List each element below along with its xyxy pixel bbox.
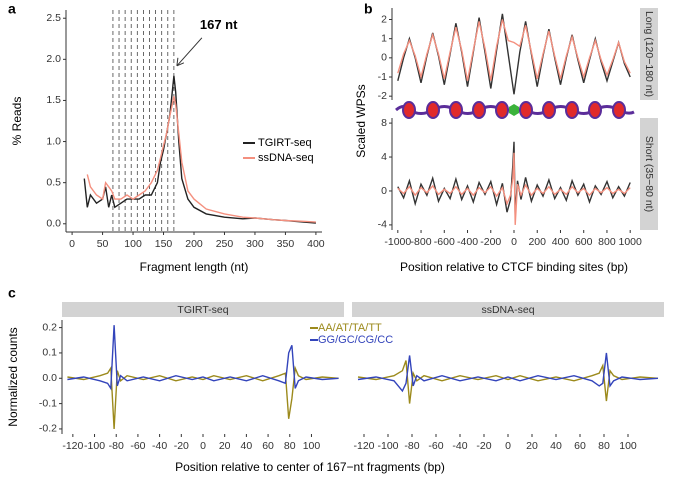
y-tick-label: -0.1 bbox=[39, 397, 57, 409]
facet-label: ssDNA-seq bbox=[481, 304, 534, 316]
y-tick-label: -0.2 bbox=[39, 423, 57, 435]
y-tick-label: 2 bbox=[381, 13, 387, 25]
y-tick-label: -4 bbox=[378, 219, 387, 231]
y-axis-title: Normalized counts bbox=[6, 327, 20, 426]
facet-label: Long (120−180 nt) bbox=[643, 11, 655, 97]
x-tick-label: 40 bbox=[550, 440, 562, 452]
x-tick-label: -60 bbox=[428, 440, 443, 452]
y-tick-label: 4 bbox=[381, 151, 387, 163]
x-tick-label: 600 bbox=[575, 236, 593, 248]
arrow-head bbox=[176, 57, 185, 67]
x-tick-label: -600 bbox=[434, 236, 455, 248]
x-tick-label: 800 bbox=[598, 236, 616, 248]
data-line bbox=[67, 325, 339, 391]
y-tick-label: 2.5 bbox=[46, 12, 61, 24]
x-tick-label: 0 bbox=[69, 238, 75, 250]
x-tick-label: 150 bbox=[155, 238, 173, 250]
x-tick-label: -1000 bbox=[384, 236, 411, 248]
y-tick-label: -1 bbox=[378, 71, 387, 83]
x-tick-label: 80 bbox=[284, 440, 296, 452]
y-tick-label: 1.5 bbox=[46, 94, 61, 106]
data-line bbox=[397, 13, 631, 95]
x-tick-label: 20 bbox=[219, 440, 231, 452]
x-tick-label: 100 bbox=[619, 440, 637, 452]
panel-label: b bbox=[364, 1, 373, 17]
facet-strip bbox=[640, 118, 658, 230]
x-tick-label: -20 bbox=[174, 440, 189, 452]
x-tick-label: 60 bbox=[574, 440, 586, 452]
y-tick-label: -2 bbox=[378, 90, 387, 102]
x-tick-label: -200 bbox=[480, 236, 501, 248]
x-tick-label: 1000 bbox=[619, 236, 643, 248]
x-tick-label: 40 bbox=[241, 440, 253, 452]
annotation: 167 nt bbox=[200, 17, 238, 32]
x-tick-label: 100 bbox=[303, 440, 321, 452]
x-tick-label: -120 bbox=[353, 440, 374, 452]
y-tick-label: 1.0 bbox=[46, 135, 61, 147]
x-tick-label: 200 bbox=[528, 236, 546, 248]
x-tick-label: -60 bbox=[130, 440, 145, 452]
y-tick-label: 8 bbox=[381, 117, 387, 129]
facet-strip bbox=[640, 8, 658, 100]
x-tick-label: -40 bbox=[152, 440, 167, 452]
x-tick-label: 400 bbox=[552, 236, 570, 248]
y-axis-title: % Reads bbox=[10, 97, 24, 146]
x-tick-label: -40 bbox=[452, 440, 467, 452]
x-tick-label: -80 bbox=[109, 440, 124, 452]
legend-label: ssDNA-seq bbox=[258, 152, 314, 164]
y-tick-label: 0.0 bbox=[46, 218, 61, 230]
x-tick-label: 400 bbox=[307, 238, 325, 250]
data-line bbox=[357, 352, 659, 393]
x-tick-label: -100 bbox=[377, 440, 398, 452]
y-tick-label: 0 bbox=[381, 185, 387, 197]
legend-label: TGIRT-seq bbox=[258, 137, 312, 149]
x-tick-label: 0 bbox=[511, 236, 517, 248]
y-tick-label: 1 bbox=[381, 32, 387, 44]
data-line bbox=[83, 75, 316, 224]
x-axis-title: Position relative to center of 167−nt fr… bbox=[175, 460, 445, 474]
x-tick-label: 50 bbox=[97, 238, 109, 250]
x-tick-label: 20 bbox=[526, 440, 538, 452]
x-tick-label: 200 bbox=[185, 238, 203, 250]
x-axis-title: Fragment length (nt) bbox=[140, 260, 249, 274]
y-tick-label: 0.1 bbox=[42, 347, 57, 359]
annotation-arrow bbox=[176, 37, 203, 67]
x-tick-label: -400 bbox=[457, 236, 478, 248]
x-tick-label: 80 bbox=[598, 440, 610, 452]
panel-label: c bbox=[8, 285, 16, 301]
data-line bbox=[86, 96, 316, 223]
x-tick-label: -100 bbox=[84, 440, 105, 452]
x-tick-label: -120 bbox=[62, 440, 83, 452]
x-tick-label: 100 bbox=[124, 238, 142, 250]
data-line bbox=[397, 19, 631, 81]
y-tick-label: 0.5 bbox=[46, 176, 61, 188]
data-line bbox=[397, 152, 631, 225]
x-axis-title: Position relative to CTCF binding sites … bbox=[400, 260, 628, 274]
x-tick-label: 0 bbox=[505, 440, 511, 452]
data-line bbox=[397, 141, 631, 215]
y-tick-label: 2.0 bbox=[46, 53, 61, 65]
x-tick-label: -800 bbox=[411, 236, 432, 248]
x-tick-label: 250 bbox=[216, 238, 234, 250]
x-tick-label: -80 bbox=[404, 440, 419, 452]
y-tick-label: 0.2 bbox=[42, 321, 57, 333]
facet-label: Short (35−80 nt) bbox=[643, 136, 655, 212]
x-tick-label: 60 bbox=[262, 440, 274, 452]
y-tick-label: 0 bbox=[381, 52, 387, 64]
y-axis-title: Scaled WPSs bbox=[354, 84, 368, 157]
legend-label: GG/GC/CG/CC bbox=[318, 334, 393, 346]
panel-label: a bbox=[8, 1, 16, 17]
facet-strip bbox=[62, 302, 344, 317]
x-tick-label: 0 bbox=[200, 440, 206, 452]
x-tick-label: 350 bbox=[277, 238, 295, 250]
nucleosome-diagram bbox=[395, 101, 635, 119]
facet-strip bbox=[352, 302, 664, 317]
legend-label: AA/AT/TA/TT bbox=[318, 322, 382, 334]
x-tick-label: 300 bbox=[246, 238, 264, 250]
facet-label: TGIRT-seq bbox=[177, 304, 228, 316]
y-tick-label: 0.0 bbox=[42, 372, 57, 384]
x-tick-label: -20 bbox=[476, 440, 491, 452]
